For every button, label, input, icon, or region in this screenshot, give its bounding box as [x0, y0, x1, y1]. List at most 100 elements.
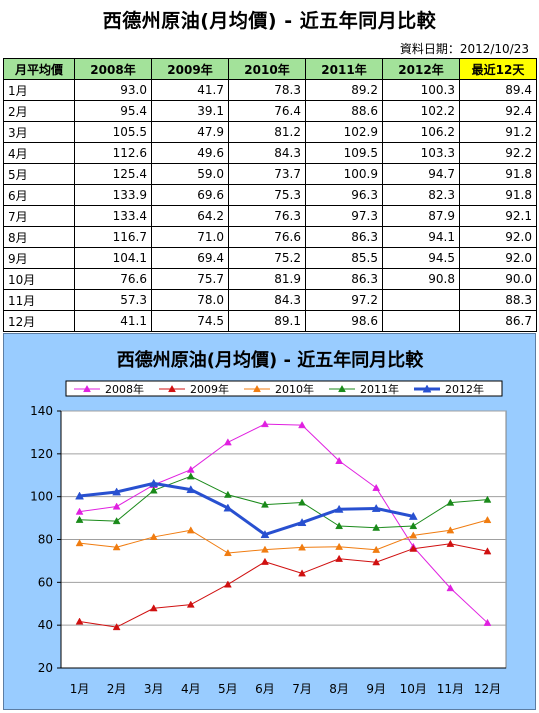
month-cell: 5月 — [3, 163, 75, 185]
x-tick-label: 6月 — [255, 682, 275, 696]
data-point-marker — [298, 498, 306, 506]
data-point-marker — [149, 604, 158, 612]
value-cell: 125.4 — [74, 163, 152, 185]
series-line — [79, 423, 488, 624]
y-tick-label: 120 — [30, 447, 53, 461]
y-tick-label: 20 — [38, 661, 53, 675]
data-point-marker — [149, 486, 158, 494]
data-point-marker — [483, 495, 492, 503]
value-cell: 86.7 — [459, 310, 537, 332]
col-header-2009: 2009年 — [151, 58, 229, 80]
value-cell: 76.6 — [74, 268, 152, 290]
value-cell: 102.2 — [382, 100, 460, 122]
table-header-row: 月平均價 2008年 2009年 2010年 2011年 2012年 最近12天 — [3, 58, 537, 80]
value-cell: 90.8 — [382, 268, 460, 290]
value-cell: 76.3 — [228, 205, 306, 227]
data-point-marker — [372, 558, 381, 566]
data-point-marker — [261, 557, 269, 565]
data-point-marker — [446, 539, 455, 547]
value-cell — [382, 310, 460, 332]
x-tick-label: 9月 — [366, 682, 386, 696]
line-chart: 西德州原油(月均價) - 近五年同月比較 20 40 60 80 100 120 140 1月 2… — [30, 349, 507, 696]
month-cell: 10月 — [3, 268, 75, 290]
data-point-marker — [223, 548, 232, 557]
x-tick-label: 12月 — [474, 682, 501, 696]
table-row: 7月 133.4 64.2 76.3 97.3 87.9 92.1 — [3, 205, 537, 227]
data-point-marker — [372, 523, 381, 531]
x-tick-label: 5月 — [218, 682, 238, 696]
value-cell: 89.4 — [459, 79, 537, 101]
value-cell: 105.5 — [74, 121, 152, 143]
value-cell: 85.5 — [305, 247, 383, 269]
value-cell: 69.6 — [151, 184, 229, 206]
data-point-marker — [408, 511, 418, 520]
x-tick-label: 10月 — [400, 682, 427, 696]
data-point-marker — [223, 503, 233, 512]
value-cell: 76.6 — [228, 226, 306, 248]
col-header-month: 月平均價 — [3, 58, 75, 80]
data-point-marker — [112, 623, 121, 631]
value-cell: 93.0 — [74, 79, 152, 101]
value-cell: 91.8 — [459, 163, 537, 185]
y-tick-label: 40 — [38, 618, 53, 632]
value-cell: 103.3 — [382, 142, 460, 164]
data-point-marker — [446, 526, 455, 534]
value-cell: 86.3 — [305, 268, 383, 290]
month-cell: 9月 — [3, 247, 75, 269]
legend-label: 2010年 — [275, 382, 314, 396]
value-cell: 133.9 — [74, 184, 152, 206]
legend-label: 2011年 — [360, 382, 399, 396]
table-row: 5月 125.4 59.0 73.7 100.9 94.7 91.8 — [3, 163, 537, 185]
col-header-2008: 2008年 — [74, 58, 152, 80]
data-point-marker — [253, 384, 261, 393]
value-cell: 86.3 — [305, 226, 383, 248]
value-cell: 88.3 — [459, 289, 537, 311]
value-cell: 92.0 — [459, 247, 537, 269]
month-cell: 1月 — [3, 79, 75, 101]
data-point-marker — [75, 515, 84, 523]
value-cell: 102.9 — [305, 121, 383, 143]
value-cell: 75.7 — [151, 268, 229, 290]
value-cell: 92.4 — [459, 100, 537, 122]
value-cell: 74.5 — [151, 310, 229, 332]
data-point-marker — [168, 384, 176, 393]
data-point-marker — [261, 545, 269, 553]
data-point-marker — [372, 545, 381, 553]
value-cell: 133.4 — [74, 205, 152, 227]
data-point-marker — [298, 569, 306, 577]
x-tick-label: 8月 — [329, 682, 349, 696]
data-point-marker — [483, 515, 492, 524]
value-cell: 84.3 — [228, 289, 306, 311]
value-cell: 97.3 — [305, 205, 383, 227]
chart-panel: 西德州原油(月均價) - 近五年同月比較 20 40 60 80 100 120 140 1月 2… — [3, 333, 536, 710]
value-cell: 81.9 — [228, 268, 306, 290]
data-point-marker — [335, 456, 344, 464]
value-cell: 78.3 — [228, 79, 306, 101]
data-point-marker — [409, 531, 418, 539]
data-point-marker — [186, 526, 195, 534]
data-point-marker — [112, 517, 121, 525]
legend-label: 2012年 — [445, 382, 484, 396]
x-tick-label: 4月 — [181, 682, 201, 696]
table-row: 8月 116.7 71.0 76.6 86.3 94.1 92.0 — [3, 226, 537, 248]
x-tick-label: 3月 — [144, 682, 164, 696]
data-point-marker — [298, 543, 306, 551]
value-cell: 92.0 — [459, 226, 537, 248]
month-cell: 7月 — [3, 205, 75, 227]
value-cell: 41.1 — [74, 310, 152, 332]
value-cell: 73.7 — [228, 163, 306, 185]
value-cell: 106.2 — [382, 121, 460, 143]
col-header-2011: 2011年 — [305, 58, 383, 80]
y-tick-label: 100 — [30, 490, 53, 504]
data-point-marker — [112, 502, 121, 510]
value-cell: 75.2 — [228, 247, 306, 269]
series-line — [79, 475, 488, 529]
table-row: 1月 93.0 41.7 78.3 89.2 100.3 89.4 — [3, 79, 537, 101]
value-cell: 92.1 — [459, 205, 537, 227]
value-cell: 49.6 — [151, 142, 229, 164]
value-cell: 91.2 — [459, 121, 537, 143]
data-point-marker — [372, 483, 381, 491]
col-header-2010: 2010年 — [228, 58, 306, 80]
data-point-marker — [335, 521, 344, 530]
value-cell — [382, 289, 460, 311]
